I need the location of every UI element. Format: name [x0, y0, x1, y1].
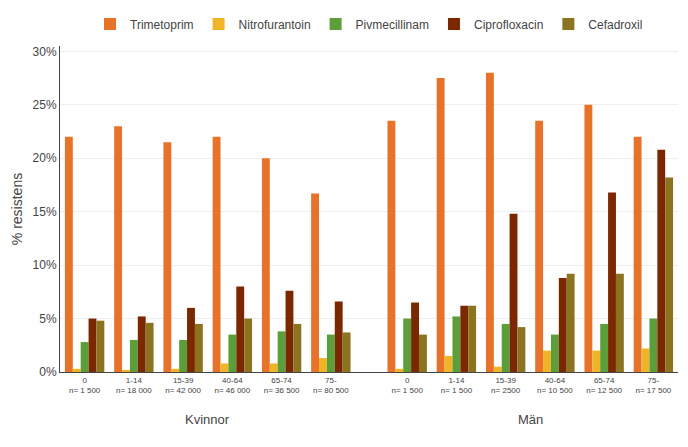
- svg-text:0n= 1 500: 0n= 1 500: [69, 376, 101, 395]
- svg-text:25%: 25%: [33, 98, 57, 112]
- svg-text:65-74n= 12 500: 65-74n= 12 500: [586, 376, 622, 395]
- svg-text:% resistens: % resistens: [9, 173, 25, 245]
- svg-text:15-39n= 2500: 15-39n= 2500: [491, 376, 521, 395]
- svg-text:10%: 10%: [33, 258, 57, 272]
- svg-text:75-n= 17 500: 75-n= 17 500: [635, 376, 671, 395]
- svg-text:75-n= 80 500: 75-n= 80 500: [313, 376, 349, 395]
- svg-text:0%: 0%: [39, 365, 57, 379]
- svg-text:Nitrofurantoin: Nitrofurantoin: [239, 18, 311, 32]
- svg-text:Trimetoprim: Trimetoprim: [130, 18, 194, 32]
- svg-text:Pivmecillinam: Pivmecillinam: [356, 18, 429, 32]
- svg-text:Män: Män: [518, 412, 543, 427]
- svg-text:Kvinnor: Kvinnor: [185, 412, 230, 427]
- svg-text:1-14n= 1 500: 1-14n= 1 500: [441, 376, 473, 395]
- svg-text:Cefadroxil: Cefadroxil: [588, 18, 642, 32]
- svg-text:Ciprofloxacin: Ciprofloxacin: [474, 18, 543, 32]
- svg-text:15%: 15%: [33, 205, 57, 219]
- svg-text:40-64n= 10 500: 40-64n= 10 500: [537, 376, 573, 395]
- svg-text:65-74n= 36 500: 65-74n= 36 500: [264, 376, 300, 395]
- svg-text:0n= 1 500: 0n= 1 500: [391, 376, 423, 395]
- svg-text:1-14n= 18 000: 1-14n= 18 000: [116, 376, 152, 395]
- svg-text:30%: 30%: [33, 45, 57, 59]
- svg-text:20%: 20%: [33, 151, 57, 165]
- svg-text:15-39n= 42 000: 15-39n= 42 000: [165, 376, 201, 395]
- svg-text:40-64n= 46 000: 40-64n= 46 000: [214, 376, 250, 395]
- svg-text:5%: 5%: [39, 312, 57, 326]
